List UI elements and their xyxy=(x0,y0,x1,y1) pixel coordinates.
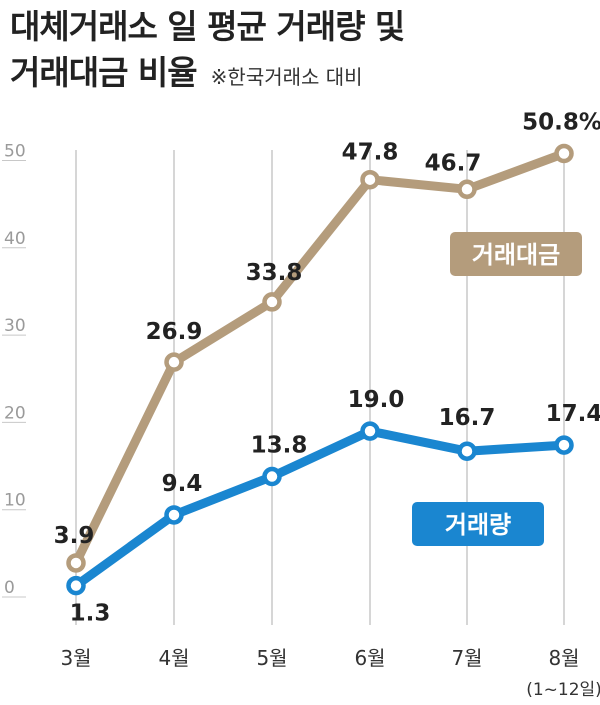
data-point xyxy=(262,466,282,487)
x-tick-label: 6월 xyxy=(354,646,385,670)
data-point xyxy=(164,352,184,372)
data-point xyxy=(360,169,380,190)
series-line-trading-volume xyxy=(71,426,569,591)
data-label: 47.8 xyxy=(342,140,399,166)
data-label: 26.9 xyxy=(146,319,203,345)
data-label: 16.7 xyxy=(439,405,496,431)
data-point xyxy=(66,575,86,596)
legend-tag-trading-value-box xyxy=(450,232,582,276)
y-tick-label: 10 xyxy=(4,491,26,511)
data-label: 17.4 xyxy=(546,401,600,427)
data-label: 33.8 xyxy=(246,260,303,286)
x-tick-label: 4월 xyxy=(158,646,189,670)
axis-layer: 0 10 20 30 40 50 3월 4월 5월 6월 7월 8월 (1~12일) xyxy=(2,142,600,700)
legend-tag-trading-volume-label: 거래량 xyxy=(445,511,511,539)
series-layer xyxy=(66,143,574,596)
x-tick-label: 7월 xyxy=(451,646,482,670)
x-tick-sublabel: (1~12일) xyxy=(526,680,600,700)
title-note: ※한국거래소 대비 xyxy=(210,65,363,89)
y-tick-label: 0 xyxy=(4,578,15,598)
y-tick-label: 50 xyxy=(4,142,26,162)
data-label: 3.9 xyxy=(54,523,95,549)
title-line2: 거래대금 비율 xyxy=(10,53,198,92)
data-point xyxy=(554,435,574,455)
data-label: 9.4 xyxy=(162,471,203,497)
y-tick-label: 20 xyxy=(4,403,26,423)
x-tick-label: 3월 xyxy=(60,646,91,670)
title-line1: 대체거래소 일 평균 거래량 및 xyxy=(10,7,405,46)
data-label: 50.8% xyxy=(522,110,600,136)
y-tick-label: 30 xyxy=(4,316,26,336)
data-point xyxy=(457,441,477,461)
data-point xyxy=(262,292,282,312)
series-line-trading-value xyxy=(71,149,569,568)
data-label: 19.0 xyxy=(348,387,405,413)
data-point xyxy=(360,421,380,441)
data-label: 1.3 xyxy=(70,601,111,627)
data-label: 13.8 xyxy=(251,433,308,459)
data-label: 46.7 xyxy=(425,150,482,176)
data-point xyxy=(554,143,574,164)
data-point xyxy=(457,179,477,200)
data-point xyxy=(164,505,184,525)
x-tick-label: 8월 xyxy=(548,646,579,670)
y-tick-label: 40 xyxy=(4,229,26,249)
legend-tag-trading-volume-box xyxy=(412,502,544,546)
label-layer: 3.9 26.9 33.8 47.8 46.7 50.8% 1.3 9.4 13.8 19.0 16… xyxy=(54,110,600,627)
legend-tag-trading-value-label: 거래대금 xyxy=(472,241,560,269)
x-tick-label: 5월 xyxy=(256,646,287,670)
data-point xyxy=(66,553,86,573)
